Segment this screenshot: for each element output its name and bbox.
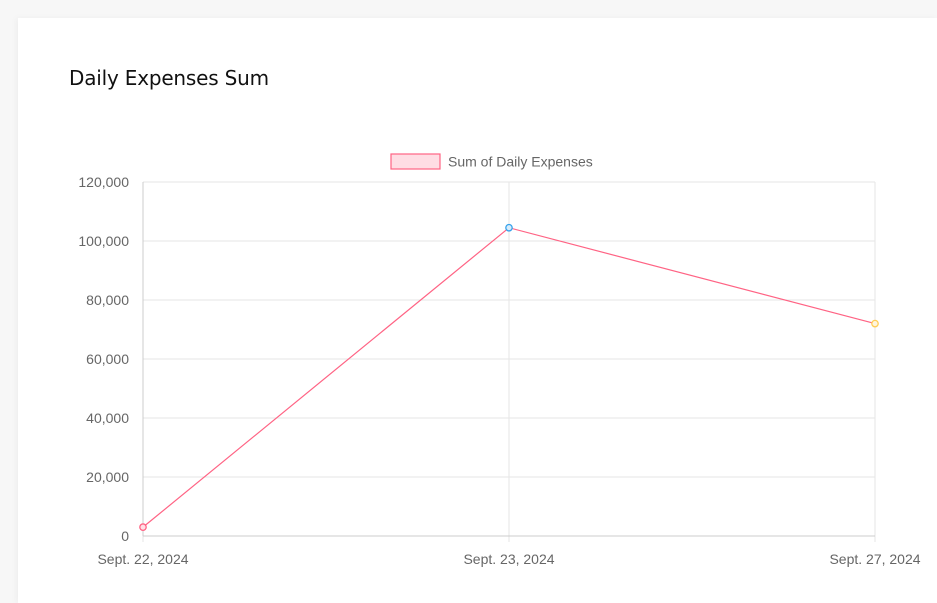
legend-swatch[interactable] xyxy=(391,154,440,169)
y-tick-label: 100,000 xyxy=(78,233,129,249)
y-tick-label: 120,000 xyxy=(78,174,129,190)
y-tick-label: 0 xyxy=(121,528,129,544)
x-tick-label: Sept. 27, 2024 xyxy=(829,551,920,567)
data-point[interactable] xyxy=(506,225,512,231)
y-tick-label: 60,000 xyxy=(86,351,129,367)
legend-label[interactable]: Sum of Daily Expenses xyxy=(448,154,593,170)
x-tick-label: Sept. 23, 2024 xyxy=(463,551,554,567)
data-point[interactable] xyxy=(872,320,878,326)
y-tick-label: 40,000 xyxy=(86,410,129,426)
y-tick-label: 20,000 xyxy=(86,469,129,485)
y-tick-label: 80,000 xyxy=(86,292,129,308)
data-point[interactable] xyxy=(140,524,146,530)
x-tick-label: Sept. 22, 2024 xyxy=(97,551,188,567)
